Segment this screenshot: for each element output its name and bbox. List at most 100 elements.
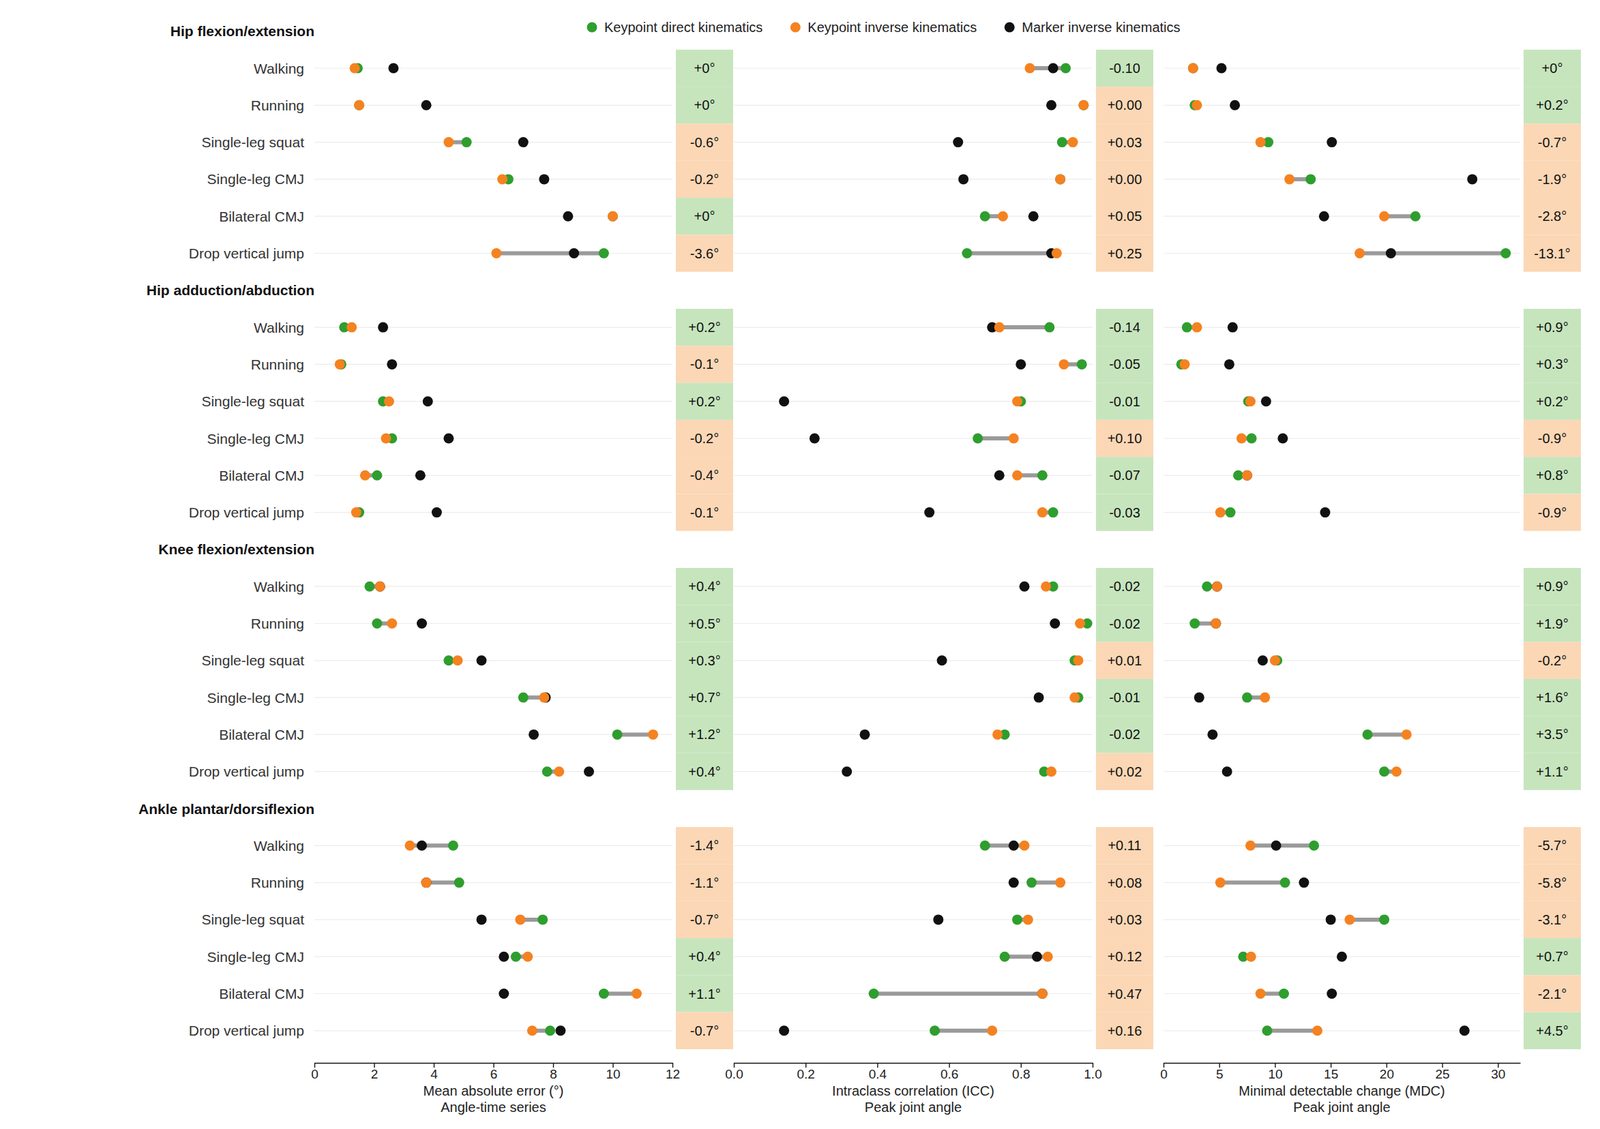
connector <box>967 251 1058 256</box>
dot <box>1280 877 1291 888</box>
row-label: Single-leg CMJ <box>207 690 305 706</box>
difference-label: +0° <box>1542 60 1564 76</box>
axis-title: Peak joint angle <box>864 1100 962 1116</box>
difference-label: -2.1° <box>1537 986 1567 1002</box>
dot <box>1074 618 1086 629</box>
difference-cell <box>675 827 734 865</box>
difference-cell <box>1095 197 1154 235</box>
row-label: Walking <box>253 579 305 595</box>
difference-label: +0.25 <box>1107 246 1143 262</box>
dot <box>1008 877 1019 888</box>
dot <box>1078 100 1089 111</box>
dot <box>476 914 487 925</box>
row-guide <box>314 623 673 625</box>
dot <box>598 248 610 259</box>
dot <box>1233 470 1244 481</box>
difference-cell <box>675 679 734 717</box>
dot <box>415 470 426 481</box>
tick-label: 1.0 <box>1083 1067 1102 1082</box>
tick-label: 30 <box>1490 1067 1506 1082</box>
dot <box>386 618 397 629</box>
difference-cell <box>1523 864 1581 901</box>
dot <box>1058 359 1069 370</box>
difference-cell <box>1095 975 1154 1013</box>
dot <box>1040 581 1051 592</box>
tick-label: 5 <box>1216 1067 1224 1082</box>
dot <box>421 877 432 888</box>
row-guide <box>1163 105 1521 106</box>
difference-label: +0.7° <box>1535 949 1568 965</box>
difference-label: -13.1° <box>1533 246 1571 262</box>
dot <box>1211 581 1223 592</box>
connector <box>496 251 605 256</box>
row-label: Bilateral CMJ <box>218 208 305 225</box>
row-guide <box>314 882 673 884</box>
tick-label: 0.6 <box>940 1067 959 1082</box>
connector <box>1250 843 1314 848</box>
dot <box>498 988 509 1000</box>
row-label: Single-leg squat <box>201 911 305 928</box>
row-guide <box>314 401 673 402</box>
dot <box>542 766 553 777</box>
row-guide <box>314 512 673 513</box>
row-guides <box>733 68 1093 1032</box>
row-labels: Hip flexion/extensionWalkingRunningSingl… <box>138 23 315 1039</box>
dot <box>497 173 508 185</box>
dot <box>1271 840 1282 852</box>
tick: 0 <box>1160 1063 1168 1082</box>
connector <box>1267 1029 1318 1034</box>
difference-cell <box>1095 160 1154 198</box>
dot <box>999 952 1011 963</box>
dot <box>1192 100 1203 111</box>
dot <box>1015 359 1026 370</box>
difference-label: +4.5° <box>1535 1023 1568 1039</box>
row-guide <box>1163 216 1521 217</box>
dot <box>1211 581 1223 592</box>
dot <box>1277 433 1288 444</box>
dot <box>972 433 983 444</box>
difference-cell <box>1095 123 1154 161</box>
dot <box>1246 433 1257 444</box>
connector <box>978 436 1015 441</box>
difference-label: -0.7° <box>1537 135 1567 151</box>
dot <box>491 248 502 259</box>
difference-cells: +0°+0.2°-0.7°-1.9°-2.8°-13.1°+0.9°+0.3°+… <box>1523 49 1581 1050</box>
dot <box>1037 507 1048 518</box>
dot <box>375 581 386 592</box>
dot <box>443 137 454 148</box>
row-guides <box>314 68 673 1032</box>
dot <box>514 914 526 925</box>
dot <box>353 100 365 111</box>
dot <box>1046 766 1057 777</box>
row-label: Single-leg CMJ <box>207 171 305 187</box>
dot <box>1500 248 1511 259</box>
plot-area <box>778 63 1092 1037</box>
row-guide <box>314 437 673 439</box>
difference-cell <box>1095 383 1154 421</box>
dot <box>1261 1025 1272 1036</box>
difference-cell <box>675 1012 734 1050</box>
row-guide <box>1163 660 1521 661</box>
dot <box>1044 322 1055 333</box>
axis-title: Mean absolute error (°) <box>423 1083 565 1099</box>
axis-title: Peak joint angle <box>1293 1100 1390 1116</box>
row-guide <box>1163 437 1521 439</box>
row-guide <box>314 845 673 847</box>
x-axis: 051015202530 <box>1160 1063 1521 1082</box>
dot <box>1224 359 1235 370</box>
difference-cell <box>1095 901 1154 939</box>
connector <box>873 992 1043 997</box>
difference-label: -1.1° <box>690 875 719 891</box>
dot <box>1215 507 1226 518</box>
dot <box>1033 692 1045 704</box>
dot <box>1336 952 1347 963</box>
dot <box>958 173 969 185</box>
dot <box>555 1025 566 1036</box>
dot <box>371 618 382 629</box>
difference-label: +0.2° <box>1535 97 1568 113</box>
dot <box>386 359 397 370</box>
dot <box>1019 840 1030 852</box>
tick-label: 10 <box>605 1067 620 1082</box>
dot <box>924 507 935 518</box>
connector <box>1367 732 1407 737</box>
